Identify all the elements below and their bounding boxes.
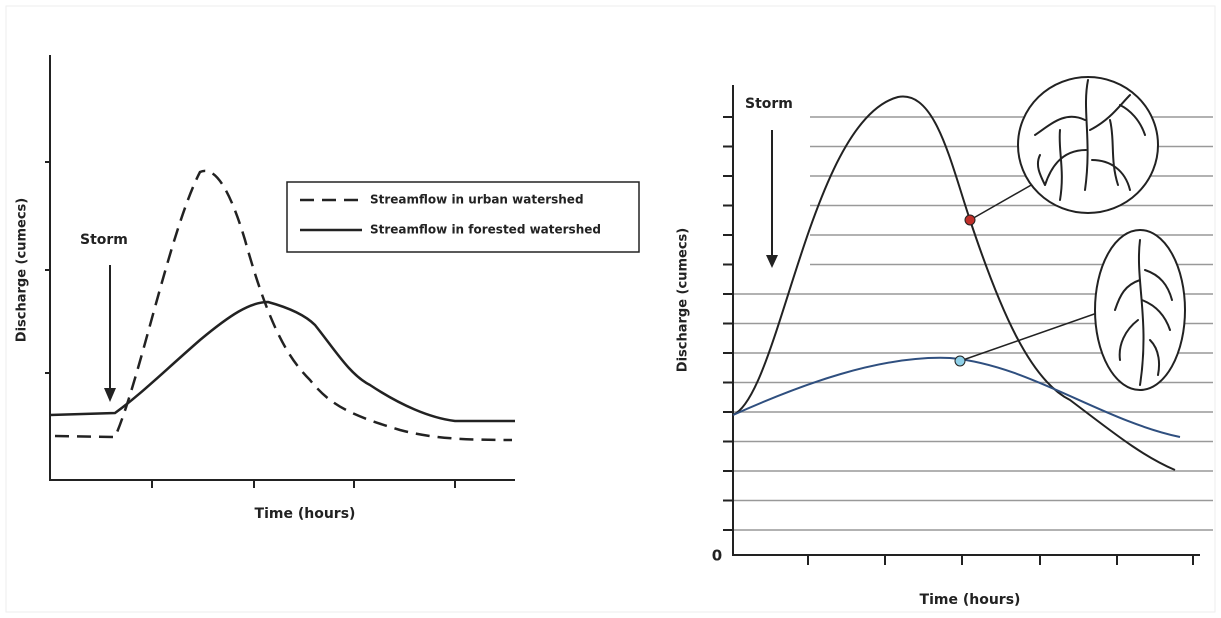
x-axis-label: Time (hours): [920, 592, 1021, 608]
axes: [732, 85, 1200, 556]
connector: [969, 179, 1041, 221]
storm-arrowhead: [766, 255, 778, 268]
y-axis-label: Discharge (cumecs): [15, 198, 30, 342]
x-ticks: [807, 555, 1194, 565]
connector: [959, 311, 1101, 362]
ticks: [45, 161, 456, 488]
legend-entry: Streamflow in forested watershed: [370, 223, 601, 237]
forested-point: [954, 355, 966, 367]
urban-point: [964, 214, 976, 226]
frame: [5, 5, 1216, 613]
legend: [286, 181, 640, 253]
x-axis-label: Time (hours): [255, 506, 356, 522]
urban-curve: [732, 95, 1176, 471]
forested-rivers: [1114, 239, 1173, 386]
right-panel: Storm Discharge (cumecs) Time (hours) 0: [676, 76, 1213, 608]
origin-label: 0: [712, 547, 722, 565]
legend-entry: Streamflow in urban watershed: [370, 193, 584, 207]
forested-curve: [49, 300, 515, 423]
urban-rivers: [1034, 79, 1146, 201]
axes: [49, 55, 515, 481]
forested-network: [1094, 229, 1186, 391]
storm-label: Storm: [745, 96, 793, 112]
forested-curve: [732, 356, 1181, 438]
urban-curve: [54, 169, 513, 442]
storm-arrowhead: [104, 388, 116, 402]
left-panel: Storm Discharge (cumecs) Time (hours) St…: [15, 55, 640, 522]
storm-label: Storm: [80, 232, 128, 248]
y-axis-label: Discharge (cumecs): [676, 228, 691, 372]
